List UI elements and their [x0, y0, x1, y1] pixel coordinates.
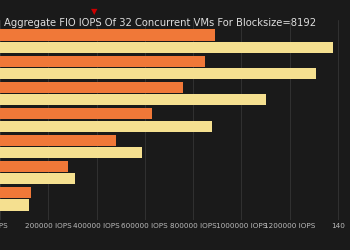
- Bar: [0, 135, 116, 146]
- Bar: [0, 108, 152, 120]
- Bar: [0, 200, 29, 210]
- Bar: [0, 147, 142, 158]
- Bar: [0, 82, 183, 93]
- Bar: [0, 30, 215, 40]
- Bar: [0, 187, 32, 198]
- Bar: [0, 161, 68, 172]
- Bar: [0, 173, 75, 184]
- Text: Aggregate FIO IOPS Of 32 Concurrent VMs For Blocksize=8192: Aggregate FIO IOPS Of 32 Concurrent VMs …: [4, 18, 316, 28]
- Bar: [0, 42, 333, 53]
- Bar: [0, 68, 316, 79]
- Text: ▼: ▼: [91, 8, 98, 16]
- Bar: [0, 56, 205, 67]
- Bar: [0, 120, 212, 132]
- Bar: [0, 94, 266, 105]
